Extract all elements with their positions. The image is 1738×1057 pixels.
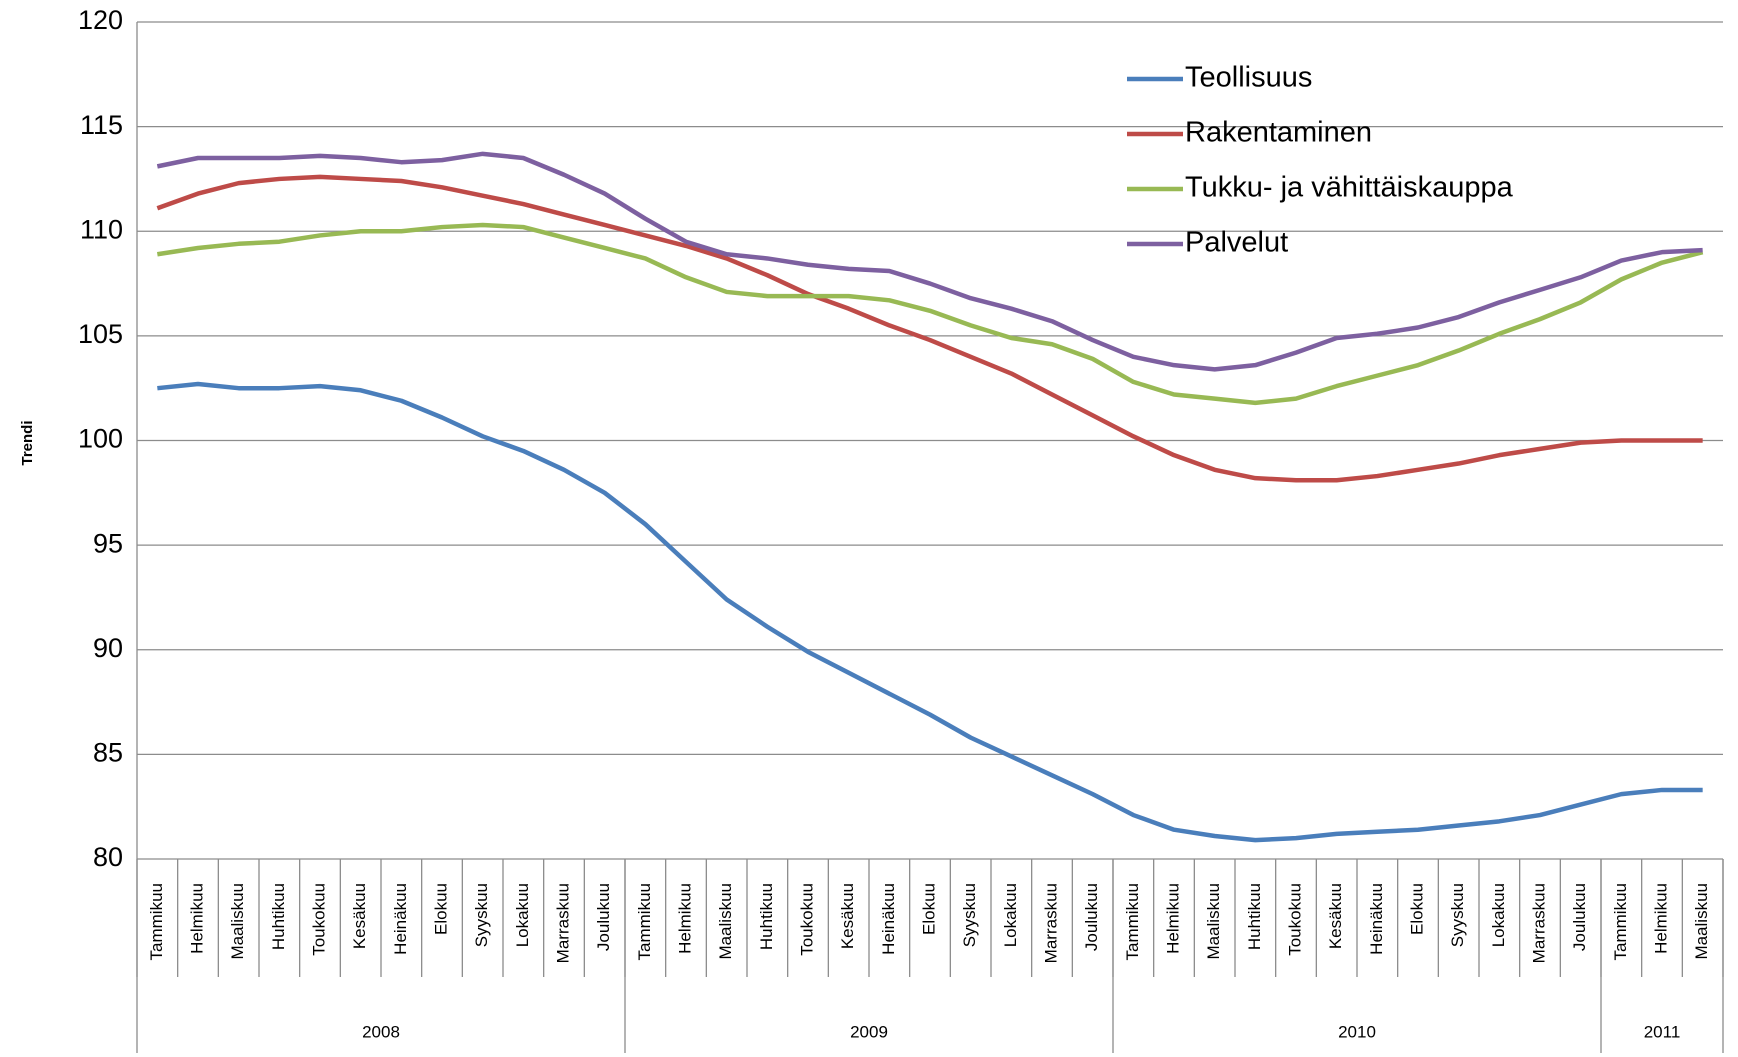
series-line: [156, 222, 1704, 406]
legend-label: Teollisuus: [1185, 62, 1312, 94]
series-line: [156, 151, 1703, 372]
x-tick-label: Heinäkuu: [391, 883, 410, 955]
x-tick-label: Huhtikuu: [757, 883, 776, 950]
x-tick-label: Joulukuu: [1570, 883, 1589, 951]
y-tick-label: 90: [93, 633, 123, 663]
x-tick-label: Helmikuu: [675, 883, 694, 954]
y-tick-label: 115: [80, 110, 123, 140]
x-tick-label: Elokuu: [431, 883, 450, 935]
x-tick-label: Kesäkuu: [350, 883, 369, 949]
x-tick-label: Tammikuu: [1123, 883, 1142, 960]
x-tick-label: Maaliskuu: [1692, 883, 1711, 960]
x-tick-label: Tammikuu: [147, 883, 166, 960]
x-tick-label: Marraskuu: [553, 883, 572, 963]
y-tick-label: 100: [78, 424, 123, 454]
legend-label: Rakentaminen: [1185, 117, 1372, 149]
legend-label: Tukku- ja vähittäiskauppa: [1185, 172, 1514, 204]
x-tick-label: Huhtikuu: [269, 883, 288, 950]
x-tick-label: Marraskuu: [1041, 883, 1060, 963]
y-axis-label: Trendi: [19, 420, 36, 465]
x-tick-label: Toukokuu: [797, 883, 816, 956]
x-tick-label: Syyskuu: [1448, 883, 1467, 947]
x-tick-label: Kesäkuu: [838, 883, 857, 949]
x-tick-label: Maaliskuu: [716, 883, 735, 960]
x-tick-label: Syyskuu: [960, 883, 979, 947]
x-tick-label: Helmikuu: [187, 883, 206, 954]
x-tick-label: Toukokuu: [1285, 883, 1304, 956]
y-tick-label: 105: [78, 319, 123, 349]
group-label: 2009: [850, 1022, 888, 1041]
x-tick-label: Lokakuu: [1489, 883, 1508, 947]
y-tick-label: 80: [93, 842, 123, 872]
group-label: 2008: [362, 1022, 400, 1041]
x-tick-label: Tammikuu: [635, 883, 654, 960]
x-tick-label: Joulukuu: [1082, 883, 1101, 951]
x-tick-label: Joulukuu: [594, 883, 613, 951]
legend-label: Palvelut: [1185, 227, 1288, 259]
y-tick-label: 120: [78, 5, 123, 35]
series-line: [157, 381, 1703, 843]
x-tick-label: Maaliskuu: [1204, 883, 1223, 960]
x-tick-label: Elokuu: [1407, 883, 1426, 935]
x-tick-label: Huhtikuu: [1245, 883, 1264, 950]
x-tick-label: Elokuu: [919, 883, 938, 935]
x-tick-label: Heinäkuu: [1367, 883, 1386, 955]
x-tick-label: Lokakuu: [1001, 883, 1020, 947]
x-tick-label: Tammikuu: [1611, 883, 1630, 960]
x-tick-label: Helmikuu: [1651, 883, 1670, 954]
group-label: 2010: [1338, 1022, 1376, 1041]
x-tick-label: Heinäkuu: [879, 883, 898, 955]
series-line: [156, 174, 1703, 483]
x-tick-label: Marraskuu: [1529, 883, 1548, 963]
x-tick-label: Helmikuu: [1163, 883, 1182, 954]
x-tick-label: Toukokuu: [309, 883, 328, 956]
y-tick-label: 110: [80, 214, 123, 244]
x-tick-label: Syyskuu: [472, 883, 491, 947]
x-tick-label: Kesäkuu: [1326, 883, 1345, 949]
x-tick-label: Maaliskuu: [228, 883, 247, 960]
group-label: 2011: [1644, 1022, 1681, 1041]
x-tick-label: Lokakuu: [513, 883, 532, 947]
y-tick-label: 95: [93, 528, 123, 558]
y-tick-label: 85: [93, 738, 123, 768]
